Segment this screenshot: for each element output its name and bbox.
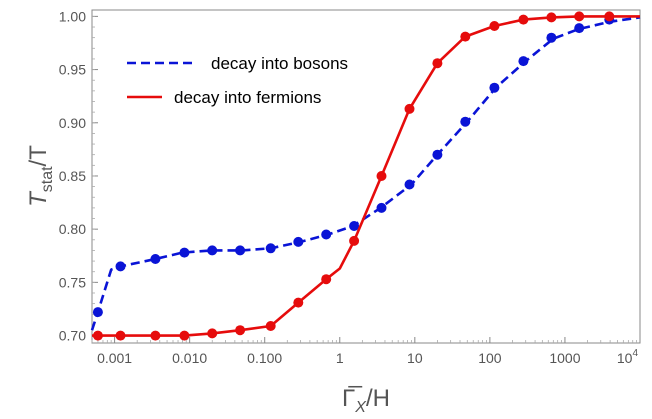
series-point-0	[293, 236, 304, 247]
series-point-1	[489, 21, 500, 31]
x-tick-label-exponent: 4	[632, 348, 638, 359]
y-axis-title-sub: stat	[39, 166, 56, 192]
y-tick-label: 0.90	[59, 115, 86, 131]
x-tick-label-main: 10	[407, 350, 423, 366]
legend-label-fermions: decay into fermions	[174, 88, 321, 107]
series-point-1	[207, 328, 218, 339]
y-tick-label: 0.80	[59, 221, 86, 237]
x-tick-label: 0.100	[247, 350, 282, 366]
series-layer	[90, 11, 641, 341]
x-tick-label-main: 100	[478, 350, 502, 366]
series-point-1	[92, 330, 103, 341]
series-point-1	[518, 14, 529, 25]
y-tick-label: 0.85	[59, 168, 86, 184]
series-point-0	[376, 202, 387, 213]
y-axis-ticks: 0.70 0.75 0.80 0.85 0.90 0.95 1.00	[59, 8, 98, 344]
series-point-1	[546, 12, 557, 23]
series-point-1	[293, 297, 304, 308]
series-point-0	[235, 245, 246, 256]
x-axis-title-sub: X	[354, 399, 367, 416]
series-point-0	[574, 23, 585, 34]
x-axis-title-rest: /H	[366, 385, 390, 412]
x-tick-label-main: 10	[617, 350, 633, 366]
series-point-1	[574, 11, 585, 22]
x-tick-label-main: 0.100	[247, 350, 282, 366]
legend: decay into bosons decay into fermions	[127, 54, 348, 107]
y-axis-title-rest: /T	[25, 145, 52, 167]
series-point-0	[432, 149, 443, 160]
series-point-1	[376, 171, 387, 181]
x-tick-label: 1000	[549, 350, 580, 366]
series-point-1	[235, 325, 246, 336]
x-axis-ticks: 0.001 0.010 0.100 1 10 100 1000 104	[91, 337, 641, 366]
series-point-0	[179, 247, 190, 258]
y-axis-title-main: T	[25, 190, 52, 207]
series-point-0	[546, 32, 557, 43]
series-point-0	[518, 56, 529, 67]
series-point-1	[179, 330, 190, 341]
series-point-0	[349, 221, 360, 231]
series-point-0	[404, 179, 415, 190]
x-tick-label-main: 0.010	[172, 350, 207, 366]
legend-label-bosons: decay into bosons	[211, 54, 348, 73]
y-tick-label: 0.70	[59, 328, 86, 344]
series-point-0	[115, 261, 126, 272]
series-point-1	[115, 330, 126, 341]
plot-frame	[91, 9, 641, 344]
y-tick-label: 0.95	[59, 62, 86, 78]
series-point-1	[349, 235, 360, 246]
series-point-0	[321, 229, 332, 240]
x-tick-label: 104	[617, 348, 639, 366]
series-point-1	[265, 321, 276, 331]
series-point-1	[432, 58, 443, 69]
series-point-0	[207, 245, 218, 256]
x-tick-label: 0.010	[172, 350, 207, 366]
series-point-0	[92, 307, 103, 318]
series-point-0	[489, 82, 500, 93]
x-tick-label: 1	[336, 350, 344, 366]
x-tick-label-main: 1	[336, 350, 344, 366]
series-point-1	[150, 330, 161, 341]
y-axis-title: Tstat/T	[25, 145, 56, 207]
x-tick-label: 10	[407, 350, 423, 366]
series-point-1	[404, 103, 415, 114]
y-tick-label: 0.75	[59, 274, 86, 290]
series-point-0	[150, 254, 161, 264]
series-point-1	[321, 274, 332, 285]
series-point-1	[460, 31, 471, 42]
series-point-1	[604, 11, 615, 22]
x-axis-title: Γ̅X/H	[342, 385, 390, 416]
series-line-0	[90, 16, 641, 331]
series-line-1	[92, 15, 640, 337]
series-point-0	[265, 243, 276, 254]
x-tick-label-main: 1000	[549, 350, 580, 366]
x-tick-label-main: 0.001	[97, 350, 132, 366]
series-point-0	[460, 116, 471, 127]
y-tick-label: 1.00	[59, 8, 86, 24]
x-tick-label: 0.001	[97, 350, 132, 366]
x-tick-label: 100	[478, 350, 502, 366]
